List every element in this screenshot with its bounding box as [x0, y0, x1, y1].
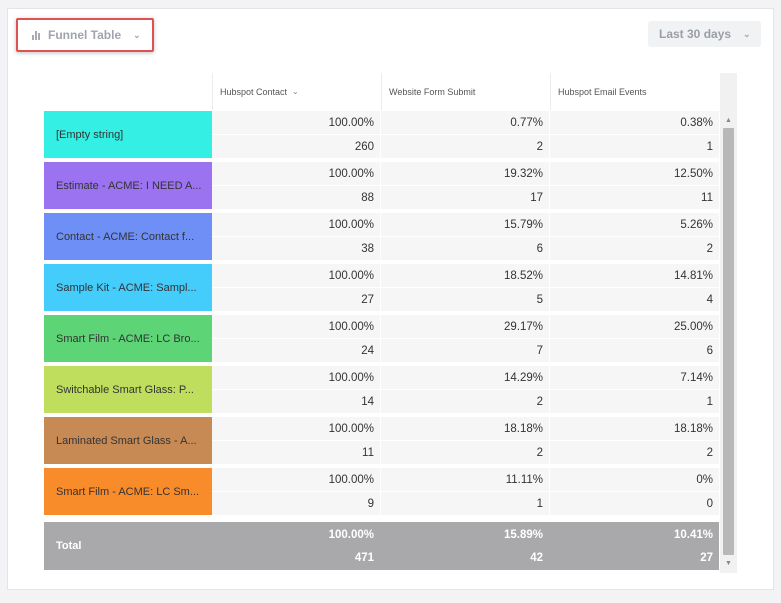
- percent-cell: 18.18%: [550, 417, 719, 440]
- count-cell: 14: [212, 390, 380, 413]
- row-label: Smart Film - ACME: LC Sm...: [44, 468, 212, 515]
- table-row: Smart Film - ACME: LC Bro... 100.00% 24 29.…: [44, 315, 719, 362]
- count-cell: 6: [381, 237, 549, 260]
- bar-chart-icon: [32, 30, 40, 40]
- row-label: [Empty string]: [44, 111, 212, 158]
- chevron-down-icon: ⌄: [133, 29, 141, 40]
- vertical-scrollbar[interactable]: ▲ ▼: [720, 111, 737, 573]
- percent-cell: 100.00%: [212, 213, 380, 236]
- count-cell: 88: [212, 186, 380, 209]
- total-pct-cell: 15.89%: [503, 528, 543, 541]
- count-cell: 1: [550, 135, 719, 158]
- count-cell: 11: [550, 186, 719, 209]
- scroll-up-arrow-icon[interactable]: ▲: [725, 117, 732, 124]
- total-pct-cell: 10.41%: [673, 528, 713, 541]
- count-cell: 6: [550, 339, 719, 362]
- row-label: Smart Film - ACME: LC Bro...: [44, 315, 212, 362]
- chart-type-dropdown[interactable]: Funnel Table ⌄: [16, 18, 154, 52]
- percent-cell: 100.00%: [212, 366, 380, 389]
- row-label: Estimate - ACME: I NEED A...: [44, 162, 212, 209]
- percent-cell: 19.32%: [381, 162, 549, 185]
- percent-cell: 18.52%: [381, 264, 549, 287]
- percent-cell: 0%: [550, 468, 719, 491]
- count-cell: 4: [550, 288, 719, 311]
- count-cell: 9: [212, 492, 380, 515]
- row-label: Laminated Smart Glass - A...: [44, 417, 212, 464]
- count-cell: 2: [550, 441, 719, 464]
- table-row: [Empty string] 100.00% 260 0.77% 2 0.38% 1: [44, 111, 719, 158]
- column-header-hubspot-email-events[interactable]: Hubspot Email Events: [550, 73, 719, 110]
- table-row: Switchable Smart Glass: P... 100.00% 14 14.…: [44, 366, 719, 413]
- table-row: Estimate - ACME: I NEED A... 100.00% 88 19.…: [44, 162, 719, 209]
- percent-cell: 0.38%: [550, 111, 719, 134]
- total-row: Total 100.00% 15.89% 10.41% 471 42 27: [44, 522, 719, 570]
- percent-cell: 5.26%: [550, 213, 719, 236]
- column-header-hubspot-contact[interactable]: Hubspot Contact ⌄: [212, 73, 381, 110]
- total-label: Total: [56, 539, 82, 552]
- percent-cell: 25.00%: [550, 315, 719, 338]
- table-row: Laminated Smart Glass - A... 100.00% 11 18.…: [44, 417, 719, 464]
- percent-cell: 0.77%: [381, 111, 549, 134]
- date-range-label: Last 30 days: [659, 27, 732, 41]
- table-row: Contact - ACME: Contact f... 100.00% 38 15.…: [44, 213, 719, 260]
- count-cell: 38: [212, 237, 380, 260]
- count-cell: 5: [381, 288, 549, 311]
- scrollbar-header-gutter: [720, 73, 737, 111]
- column-header-website-form-submit[interactable]: Website Form Submit: [381, 73, 550, 110]
- row-label: Contact - ACME: Contact f...: [44, 213, 212, 260]
- chart-type-label: Funnel Table: [48, 28, 122, 42]
- percent-cell: 100.00%: [212, 264, 380, 287]
- scroll-down-arrow-icon[interactable]: ▼: [725, 560, 732, 567]
- column-header-label: Hubspot Email Events: [558, 86, 647, 97]
- count-cell: 27: [212, 288, 380, 311]
- percent-cell: 100.00%: [212, 417, 380, 440]
- percent-cell: 14.29%: [381, 366, 549, 389]
- count-cell: 17: [381, 186, 549, 209]
- percent-cell: 100.00%: [212, 468, 380, 491]
- percent-cell: 100.00%: [212, 111, 380, 134]
- count-cell: 2: [381, 390, 549, 413]
- count-cell: 1: [381, 492, 549, 515]
- count-cell: 2: [381, 135, 549, 158]
- total-count-cell: 42: [530, 551, 543, 564]
- percent-cell: 100.00%: [212, 162, 380, 185]
- count-cell: 7: [381, 339, 549, 362]
- percent-cell: 7.14%: [550, 366, 719, 389]
- date-range-dropdown[interactable]: Last 30 days ⌄: [648, 21, 761, 47]
- table-row: Sample Kit - ACME: Sampl... 100.00% 27 18.5…: [44, 264, 719, 311]
- column-header-label: Website Form Submit: [389, 86, 476, 97]
- percent-cell: 11.11%: [381, 468, 549, 491]
- percent-cell: 18.18%: [381, 417, 549, 440]
- scrollbar-thumb[interactable]: [723, 128, 734, 555]
- count-cell: 2: [381, 441, 549, 464]
- column-header-label: Hubspot Contact: [220, 86, 288, 97]
- total-pct-cell: 100.00%: [328, 528, 374, 541]
- count-cell: 0: [550, 492, 719, 515]
- percent-cell: 100.00%: [212, 315, 380, 338]
- sort-chevron-icon[interactable]: ⌄: [292, 87, 299, 96]
- count-cell: 11: [212, 441, 380, 464]
- percent-cell: 15.79%: [381, 213, 549, 236]
- percent-cell: 14.81%: [550, 264, 719, 287]
- chevron-down-icon: ⌄: [743, 28, 751, 39]
- total-count-cell: 27: [700, 551, 713, 564]
- percent-cell: 29.17%: [381, 315, 549, 338]
- total-count-cell: 471: [354, 551, 374, 564]
- table-row: Smart Film - ACME: LC Sm... 100.00% 9 11.11…: [44, 468, 719, 515]
- row-label: Switchable Smart Glass: P...: [44, 366, 212, 413]
- row-label: Sample Kit - ACME: Sampl...: [44, 264, 212, 311]
- count-cell: 1: [550, 390, 719, 413]
- count-cell: 260: [212, 135, 380, 158]
- count-cell: 24: [212, 339, 380, 362]
- percent-cell: 12.50%: [550, 162, 719, 185]
- count-cell: 2: [550, 237, 719, 260]
